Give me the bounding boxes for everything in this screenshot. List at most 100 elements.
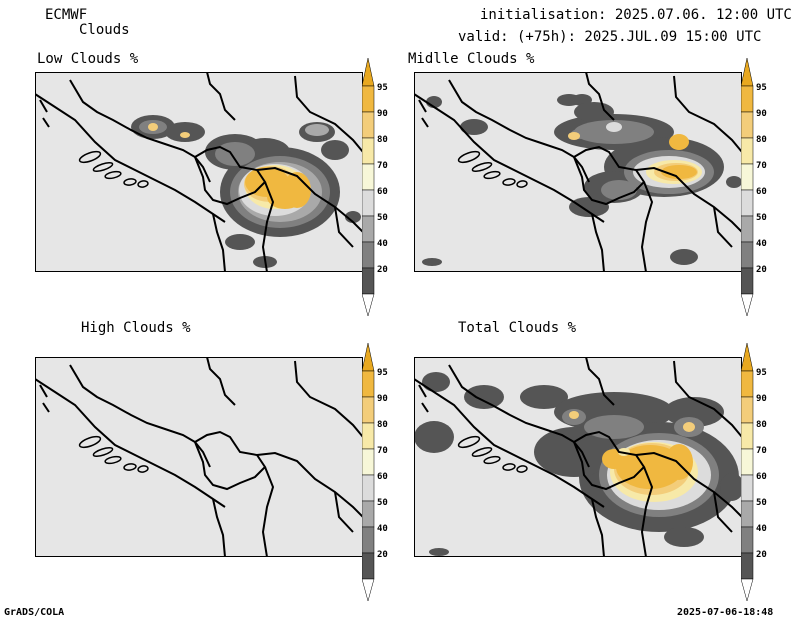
colorbar-label: 70 — [756, 161, 767, 171]
border-line — [640, 466, 654, 557]
colorbar-label: 90 — [756, 109, 767, 119]
panel-title-total: Total Clouds % — [458, 320, 577, 336]
colorbar-segment — [361, 526, 375, 554]
border-line — [673, 75, 742, 153]
colorbar-label: 20 — [377, 265, 388, 275]
border-line — [421, 117, 429, 128]
island — [457, 435, 481, 449]
colorbar-label: 60 — [377, 187, 388, 197]
colorbar-segment — [740, 111, 754, 139]
cloud-area — [321, 140, 349, 160]
colorbar-bottom-arrow — [361, 293, 375, 317]
colorbar-middle: 95 90 80 70 60 50 40 20 — [740, 57, 781, 322]
panel-title-low: Low Clouds % — [37, 51, 139, 67]
footer-right: 2025-07-06-18:48 — [677, 607, 774, 618]
island — [502, 178, 516, 186]
low-clouds-map — [35, 72, 363, 272]
colorbar-segment — [361, 163, 375, 191]
island — [92, 162, 114, 172]
colorbar-top-arrow — [361, 342, 375, 372]
border-line — [294, 360, 363, 438]
colorbar-segment — [740, 526, 754, 554]
cloud-area — [661, 165, 697, 179]
border-line — [448, 79, 590, 183]
colorbar-top-arrow — [740, 57, 754, 87]
border-line — [42, 402, 50, 413]
border-line — [591, 498, 605, 557]
colorbar-low: 95 90 80 70 60 50 40 20 — [361, 57, 402, 322]
colorbar-label: 90 — [377, 394, 388, 404]
island — [137, 465, 149, 473]
colorbar-label: 95 — [756, 368, 767, 378]
cloud-area — [606, 122, 622, 132]
colorbar-segment — [361, 111, 375, 139]
cloud-area — [414, 421, 454, 453]
map-background — [35, 357, 363, 557]
colorbar-segment — [740, 500, 754, 528]
colorbar-label: 60 — [377, 472, 388, 482]
colorbar-label: 90 — [756, 394, 767, 404]
colorbar-label: 40 — [756, 524, 767, 534]
cloud-area — [669, 134, 689, 150]
border-line — [673, 360, 742, 438]
colorbar-label: 60 — [756, 472, 767, 482]
island — [516, 180, 528, 188]
cloud-area — [569, 197, 609, 217]
border-line — [35, 93, 226, 223]
cloud-area — [422, 372, 450, 392]
border-line — [414, 378, 605, 508]
colorbar-label: 80 — [377, 135, 388, 145]
cloud-area — [670, 249, 698, 265]
colorbar-label: 60 — [756, 187, 767, 197]
border-line — [193, 145, 267, 206]
cloud-area — [215, 142, 255, 166]
colorbar-label: 95 — [377, 368, 388, 378]
island — [123, 178, 137, 186]
border-line — [42, 117, 50, 128]
cloud-area — [574, 102, 614, 122]
colorbar-segment — [740, 137, 754, 165]
colorbar-segment — [740, 474, 754, 502]
border-line — [713, 491, 733, 533]
colorbar-segment — [361, 474, 375, 502]
border-line — [261, 181, 275, 272]
cloud-area — [534, 427, 614, 477]
border-line — [193, 430, 267, 491]
colorbar-label: 95 — [756, 83, 767, 93]
colorbar-segment — [361, 422, 375, 450]
border-line — [572, 430, 646, 491]
cloud-area — [283, 172, 311, 208]
colorbar-segment — [361, 137, 375, 165]
border-line — [39, 384, 48, 398]
footer-left: GrADS/COLA — [4, 607, 65, 618]
colorbar-bottom-arrow — [740, 293, 754, 317]
total-clouds-map — [414, 357, 742, 557]
colorbar-label: 40 — [377, 524, 388, 534]
island — [137, 180, 149, 188]
colorbar-label: 50 — [756, 213, 767, 223]
cloud-area — [568, 132, 580, 140]
cloud-area — [345, 211, 361, 223]
border-line — [261, 466, 275, 557]
product-name: Clouds — [79, 22, 130, 38]
island — [483, 170, 501, 180]
colorbar-segment — [740, 215, 754, 243]
cloud-area — [520, 385, 568, 409]
init-time: initialisation: 2025.07.06. 12:00 UTC — [480, 7, 792, 23]
border-line — [35, 378, 226, 508]
border-line — [572, 145, 646, 206]
cloud-area — [683, 422, 695, 432]
border-line — [414, 93, 605, 223]
colorbar-segment — [740, 552, 754, 580]
model-name: ECMWF — [45, 7, 88, 23]
cloud-area — [305, 124, 329, 136]
colorbar-segment — [361, 189, 375, 217]
colorbar-label: 90 — [377, 109, 388, 119]
colorbar-label: 40 — [756, 239, 767, 249]
colorbar-segment — [740, 163, 754, 191]
border-line — [39, 99, 48, 113]
island — [457, 150, 481, 164]
border-line — [635, 166, 742, 233]
border-line — [206, 72, 236, 121]
colorbar-segment — [740, 396, 754, 424]
